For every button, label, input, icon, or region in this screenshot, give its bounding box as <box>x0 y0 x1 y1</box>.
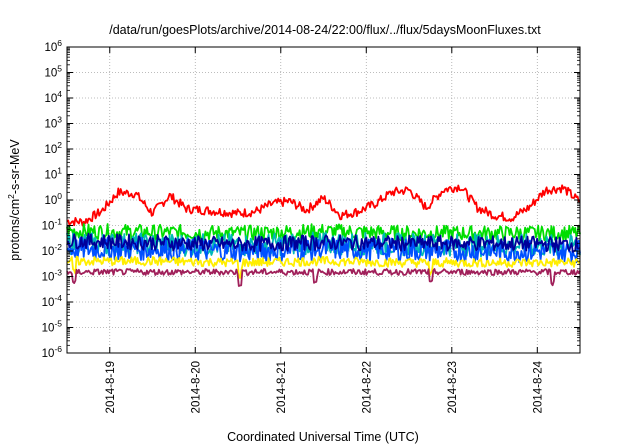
series-line-4 <box>66 232 581 253</box>
y-tick-base: 10 <box>42 323 55 335</box>
y-tick-label: 10-3 <box>42 268 63 284</box>
y-tick-base: 10 <box>42 348 55 360</box>
y-tick-exponent: 6 <box>57 38 62 48</box>
x-axis-ticks: 2014-8-19 2014-8-20 2014-8-21 2014-8-22 2014… <box>105 47 544 413</box>
x-tick-label: 2014-8-24 <box>532 360 544 413</box>
y-tick-exponent: -1 <box>54 217 62 227</box>
y-tick-label: 100 <box>44 191 62 207</box>
x-tick-label: 2014-8-19 <box>105 361 117 413</box>
y-tick-label: 10-2 <box>42 242 63 258</box>
y-axis-label: protons/cm2-s-sr-MeV <box>6 139 22 261</box>
plot-frame <box>66 46 581 354</box>
y-tick-label: 104 <box>44 89 62 105</box>
y-tick-base: 10 <box>42 272 55 284</box>
y-axis-label-pre: protons/cm <box>8 199 22 261</box>
x-tick-label: 2014-8-20 <box>190 361 202 413</box>
series-line-0 <box>66 184 581 227</box>
y-tick-exponent: -3 <box>54 268 62 278</box>
x-tick-label: 2014-8-21 <box>276 361 288 413</box>
series-line-5 <box>66 255 581 279</box>
y-tick-exponent: 0 <box>57 191 62 201</box>
y-axis-label-sup: 2 <box>6 194 16 199</box>
y-tick-base: 10 <box>44 42 57 54</box>
y-tick-exponent: -2 <box>54 242 62 252</box>
x-tick-label: 2014-8-22 <box>361 361 373 413</box>
y-tick-exponent: 5 <box>57 64 62 74</box>
x-tick-label: 2014-8-23 <box>447 361 459 413</box>
y-axis-label-post: -s-sr-MeV <box>8 139 22 195</box>
series-line-6 <box>66 268 581 287</box>
y-tick-exponent: -5 <box>54 319 62 329</box>
chart-title: /data/run/goesPlots/archive/2014-08-24/2… <box>109 23 541 37</box>
y-tick-label: 103 <box>44 115 62 131</box>
y-tick-label: 105 <box>44 64 62 80</box>
y-tick-base: 10 <box>44 195 57 207</box>
y-tick-base: 10 <box>42 246 55 258</box>
y-axis-ticks: 10610510410310210110010-110-210-310-410-… <box>42 38 580 360</box>
y-tick-base: 10 <box>42 297 55 309</box>
y-tick-exponent: 4 <box>57 89 62 99</box>
y-tick-exponent: 3 <box>57 115 62 125</box>
y-tick-label: 10-1 <box>42 217 63 233</box>
series-layer <box>66 184 581 287</box>
y-tick-label: 10-4 <box>42 293 63 309</box>
y-tick-exponent: 1 <box>57 166 62 176</box>
y-tick-base: 10 <box>44 170 57 182</box>
y-tick-base: 10 <box>44 93 57 105</box>
y-tick-base: 10 <box>44 119 57 131</box>
x-axis-label: Coordinated Universal Time (UTC) <box>227 430 419 444</box>
grid-lines <box>67 46 580 354</box>
y-tick-exponent: -4 <box>54 293 62 303</box>
y-tick-base: 10 <box>44 68 57 80</box>
y-tick-exponent: 2 <box>57 140 62 150</box>
y-tick-label: 102 <box>44 140 62 156</box>
y-tick-base: 10 <box>42 221 55 233</box>
y-tick-label: 10-5 <box>42 319 63 335</box>
y-tick-label: 106 <box>44 38 62 54</box>
y-tick-label: 10-6 <box>42 344 63 360</box>
y-tick-base: 10 <box>44 144 57 156</box>
y-tick-exponent: -6 <box>54 344 62 354</box>
y-tick-label: 101 <box>44 166 62 182</box>
